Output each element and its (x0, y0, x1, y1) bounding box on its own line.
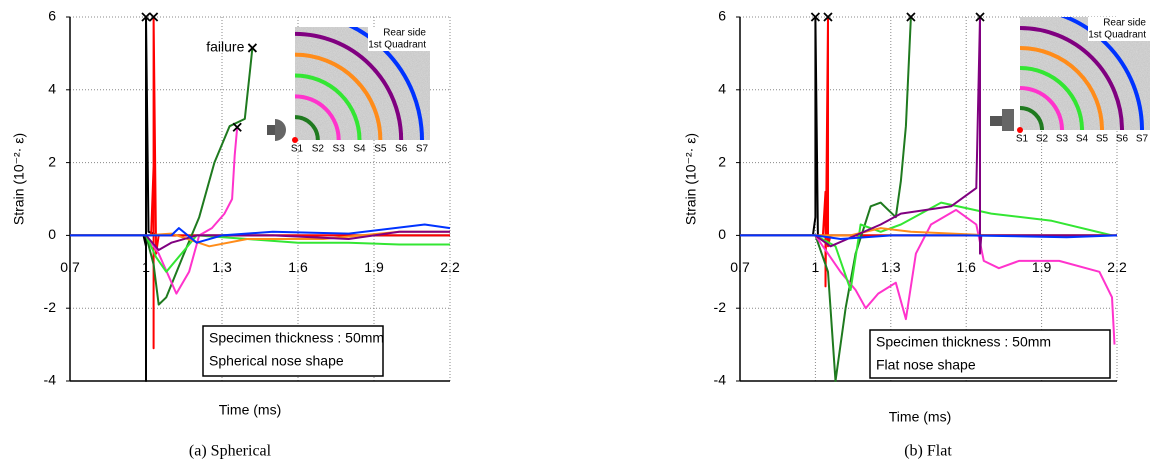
x-tick-label: 1.9 (364, 259, 384, 275)
legend-label: S2 (1036, 134, 1049, 145)
legend-label: S3 (333, 144, 346, 155)
inset-title: 1st Quadrant (368, 40, 426, 51)
note-text: Specimen thickness : 50mm (209, 330, 384, 346)
y-tick-label: -2 (44, 299, 57, 315)
y-axis-label: Strain (10⁻²· ε) (683, 133, 699, 225)
legend-label: S7 (1136, 134, 1149, 145)
y-tick-label: 2 (48, 153, 56, 169)
inset-dot (1017, 127, 1023, 133)
x-tick-label: 1.3 (881, 259, 901, 275)
series-line (740, 210, 1115, 345)
legend-label: S1 (291, 144, 304, 155)
x-tick-label: 1.3 (212, 259, 232, 275)
y-tick-label: 6 (48, 8, 56, 24)
legend-label: S1 (1016, 134, 1029, 145)
x-tick-label: 1 (812, 259, 820, 275)
note-text: Spherical nose shape (209, 353, 344, 369)
y-tick-label: 0 (718, 226, 726, 242)
note-text: Flat nose shape (876, 357, 976, 373)
legend-label: S6 (395, 144, 408, 155)
note-text: Specimen thickness : 50mm (876, 334, 1051, 350)
series-line (70, 235, 450, 271)
caption: (b) Flat (904, 443, 952, 460)
legend-label: S4 (353, 144, 366, 155)
y-tick-label: 2 (718, 153, 726, 169)
y-tick-label: 0 (48, 226, 56, 242)
legend-label: S2 (312, 144, 325, 155)
nose-body (267, 125, 275, 135)
y-tick-label: -2 (714, 299, 727, 315)
legend-label: S3 (1056, 134, 1069, 145)
y-tick-label: -4 (714, 372, 727, 388)
caption: (a) Spherical (189, 443, 272, 460)
legend-label: S5 (374, 144, 387, 155)
nose-tip (275, 119, 286, 141)
x-tick-label: 1.6 (288, 259, 308, 275)
x-axis-label: Time (ms) (219, 402, 281, 418)
inset-title: Rear side (383, 28, 426, 39)
inset-title: 1st Quadrant (1088, 30, 1146, 41)
x-tick-label: 2.2 (1107, 259, 1127, 275)
nose-tip (1002, 109, 1014, 131)
y-axis-label: Strain (10⁻²· ε) (11, 133, 27, 225)
inset-dot (292, 137, 298, 143)
y-tick-label: -4 (44, 372, 57, 388)
inset-title: Rear side (1103, 18, 1146, 29)
legend-label: S6 (1116, 134, 1129, 145)
y-tick-label: 6 (718, 8, 726, 24)
nose-body (990, 116, 1002, 126)
legend-label: S4 (1076, 134, 1089, 145)
x-tick-label: 2.2 (440, 259, 460, 275)
x-axis-label: Time (ms) (889, 409, 951, 425)
figure: -4-202460.711.31.61.92.2failureSpecimen … (0, 0, 1151, 467)
legend-label: S7 (416, 144, 429, 155)
x-tick-label: 1.6 (956, 259, 976, 275)
series-line (740, 203, 1112, 290)
y-tick-label: 4 (718, 81, 726, 97)
annotation: failure (206, 39, 244, 55)
legend-label: S5 (1096, 134, 1109, 145)
y-tick-label: 4 (48, 81, 56, 97)
